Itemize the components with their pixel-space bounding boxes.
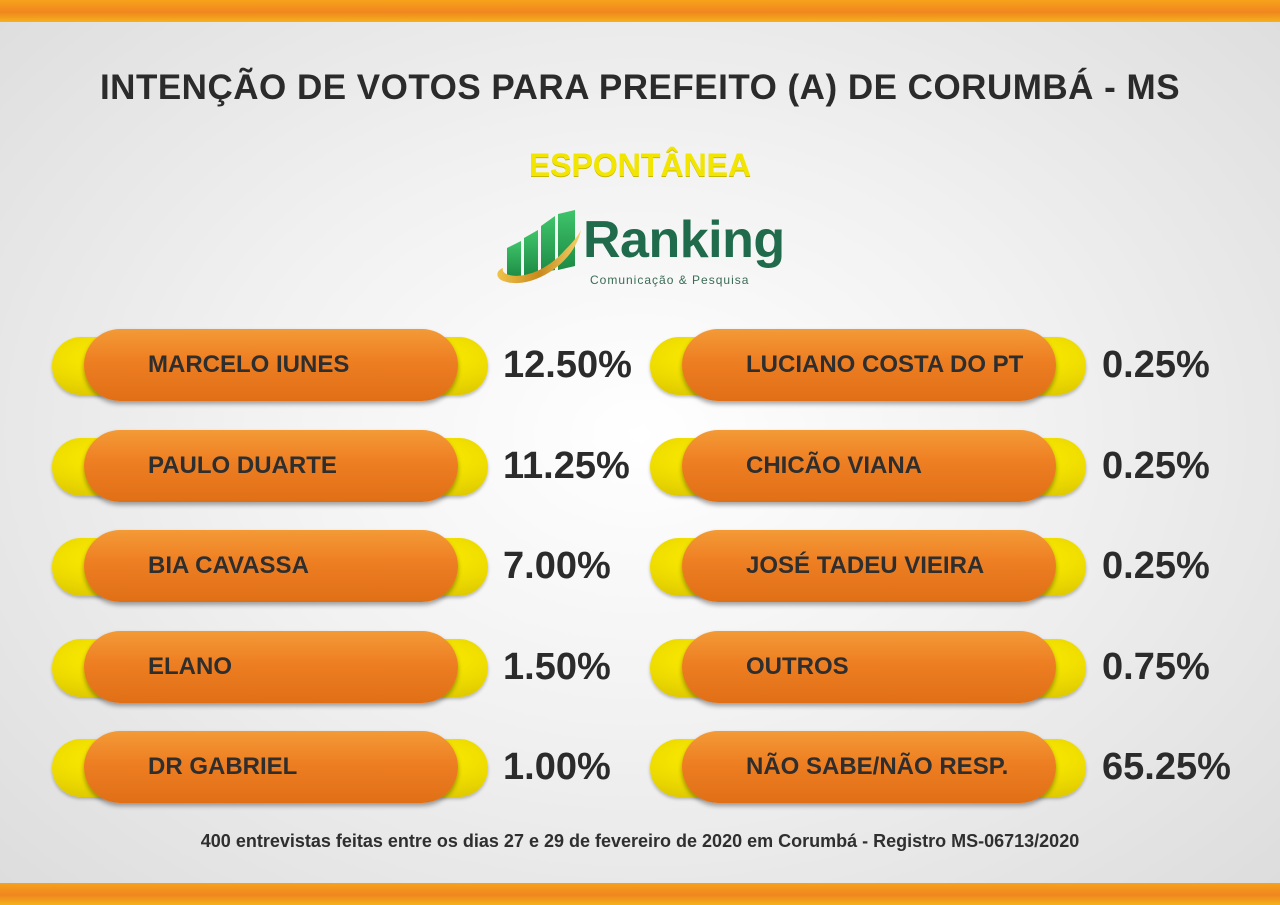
candidate-row: JOSÉ TADEU VIEIRA: [650, 530, 1090, 604]
candidate-row: CHICÃO VIANA: [650, 430, 1090, 504]
candidate-pill: [84, 631, 458, 703]
candidate-pill: [682, 329, 1056, 401]
candidate-pill: [84, 731, 458, 803]
bottom-stripe: [0, 883, 1280, 905]
candidate-pill: [682, 631, 1056, 703]
candidate-name: MARCELO IUNES: [148, 351, 350, 378]
candidate-percentage: 1.50%: [503, 646, 611, 688]
candidate-name: OUTROS: [746, 653, 849, 680]
candidate-pill: [682, 430, 1056, 502]
candidate-name: DR GABRIEL: [148, 753, 298, 780]
candidate-row: OUTROS: [650, 631, 1090, 705]
candidate-pill: [682, 530, 1056, 602]
candidate-row: DR GABRIEL: [52, 731, 492, 805]
ranking-logo: Ranking Comunicação & Pesquisa: [495, 208, 795, 292]
logo-tagline: Comunicação & Pesquisa: [590, 273, 750, 287]
candidate-pill: [84, 530, 458, 602]
page-title: INTENÇÃO DE VOTOS PARA PREFEITO (A) DE C…: [99, 68, 1181, 107]
candidate-name: LUCIANO COSTA DO PT: [746, 351, 1024, 378]
candidate-name: PAULO DUARTE: [148, 452, 337, 479]
ranking-logo-icon: [497, 210, 581, 284]
footnote: 400 entrevistas feitas entre os dias 27 …: [200, 831, 1080, 851]
candidate-row: NÃO SABE/NÃO RESP.: [650, 731, 1090, 805]
candidate-name: CHICÃO VIANA: [746, 452, 923, 479]
candidate-pill: [84, 430, 458, 502]
candidate-percentage: 0.25%: [1102, 445, 1210, 487]
candidate-row: BIA CAVASSA: [52, 530, 492, 604]
candidate-row: LUCIANO COSTA DO PT: [650, 329, 1090, 403]
candidate-percentage: 7.00%: [503, 545, 611, 587]
candidate-pill: [682, 731, 1056, 803]
logo-wordmark: Ranking: [583, 211, 785, 269]
candidate-name: ELANO: [148, 653, 232, 680]
candidate-percentage: 0.25%: [1102, 344, 1210, 386]
candidate-percentage: 0.25%: [1102, 545, 1210, 587]
candidate-name: JOSÉ TADEU VIEIRA: [746, 552, 985, 579]
candidate-row: MARCELO IUNES: [52, 329, 492, 403]
candidate-pill: [84, 329, 458, 401]
candidate-row: ELANO: [52, 631, 492, 705]
candidate-percentage: 65.25%: [1102, 746, 1231, 788]
candidate-name: BIA CAVASSA: [148, 552, 309, 579]
candidate-row: PAULO DUARTE: [52, 430, 492, 504]
page-subtitle: ESPONTÂNEA: [528, 147, 752, 183]
candidate-percentage: 12.50%: [503, 344, 632, 386]
candidate-name: NÃO SABE/NÃO RESP.: [746, 753, 1009, 780]
top-stripe: [0, 0, 1280, 22]
candidate-percentage: 1.00%: [503, 746, 611, 788]
candidate-percentage: 0.75%: [1102, 646, 1210, 688]
candidate-percentage: 11.25%: [503, 445, 630, 487]
